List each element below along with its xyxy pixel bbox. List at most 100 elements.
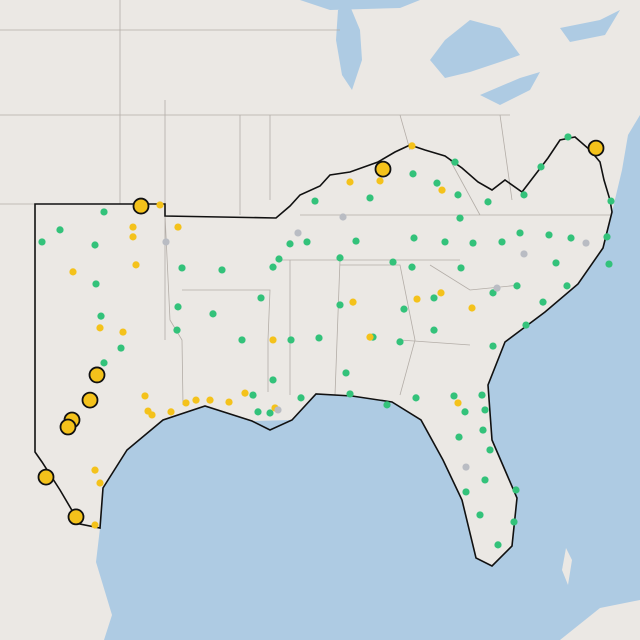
site-marker [254,408,262,416]
site-marker [287,336,295,344]
site-marker [441,238,449,246]
site-marker [582,239,590,247]
site-marker [100,208,108,216]
site-marker [498,238,506,246]
site-marker [539,298,547,306]
site-marker [342,369,350,377]
site-marker [481,406,489,414]
site-marker [336,301,344,309]
site-marker [241,389,249,397]
site-marker [294,229,302,237]
site-marker [383,401,391,409]
site-marker [520,191,528,199]
site-marker [489,289,497,297]
site-marker [192,396,200,404]
highlight-marker [587,139,605,157]
site-marker [167,408,175,416]
site-marker [91,241,99,249]
site-marker [209,310,217,318]
points [37,133,615,549]
site-marker [552,259,560,267]
site-marker [409,170,417,178]
site-marker [275,255,283,263]
site-marker [346,178,354,186]
site-marker [484,198,492,206]
highlight-marker [67,508,85,526]
highlight-marker [132,197,150,215]
highlight-marker [88,366,106,384]
site-marker [303,238,311,246]
site-marker [603,233,611,241]
site-marker [346,390,354,398]
site-marker [56,226,64,234]
site-marker [451,158,459,166]
site-marker [92,280,100,288]
site-marker [461,408,469,416]
highlight-marker [374,160,392,178]
highlight-marker [81,391,99,409]
lake-superior [300,0,420,10]
site-marker [462,463,470,471]
site-marker [311,197,319,205]
site-marker [476,511,484,519]
site-marker [269,376,277,384]
site-marker [69,268,77,276]
site-marker [607,197,615,205]
site-marker [206,396,214,404]
site-marker [389,258,397,266]
site-marker [433,179,441,187]
site-marker [349,298,357,306]
site-marker [366,194,374,202]
site-marker [238,336,246,344]
site-marker [469,239,477,247]
site-marker [141,392,149,400]
site-marker [516,229,524,237]
lake-ontario [560,10,620,42]
site-marker [412,394,420,402]
site-marker [454,399,462,407]
site-marker [315,334,323,342]
site-marker [510,518,518,526]
site-marker [457,264,465,272]
site-marker [129,233,137,241]
site-marker [266,409,274,417]
site-marker [454,191,462,199]
bahamas [562,548,572,585]
site-marker [545,231,553,239]
site-marker [493,284,501,292]
site-marker [339,213,347,221]
site-marker [494,541,502,549]
site-marker [605,260,613,268]
site-marker [129,223,137,231]
site-marker [173,326,181,334]
site-marker [462,488,470,496]
site-marker [249,391,257,399]
site-marker [456,214,464,222]
site-marker [91,521,99,529]
site-marker [269,336,277,344]
site-marker [352,237,360,245]
site-marker [269,263,277,271]
site-marker [455,433,463,441]
cuba [560,600,640,640]
site-marker [522,321,530,329]
site-marker [218,266,226,274]
site-marker [225,398,233,406]
site-marker [430,326,438,334]
site-marker [437,289,445,297]
site-marker [96,324,104,332]
site-marker [400,305,408,313]
site-marker [162,238,170,246]
highlight-marker [37,468,55,486]
site-marker [567,234,575,242]
site-marker [117,344,125,352]
site-marker [513,282,521,290]
site-marker [297,394,305,402]
site-marker [486,446,494,454]
site-marker [468,304,476,312]
site-marker [376,177,384,185]
site-marker [366,333,374,341]
